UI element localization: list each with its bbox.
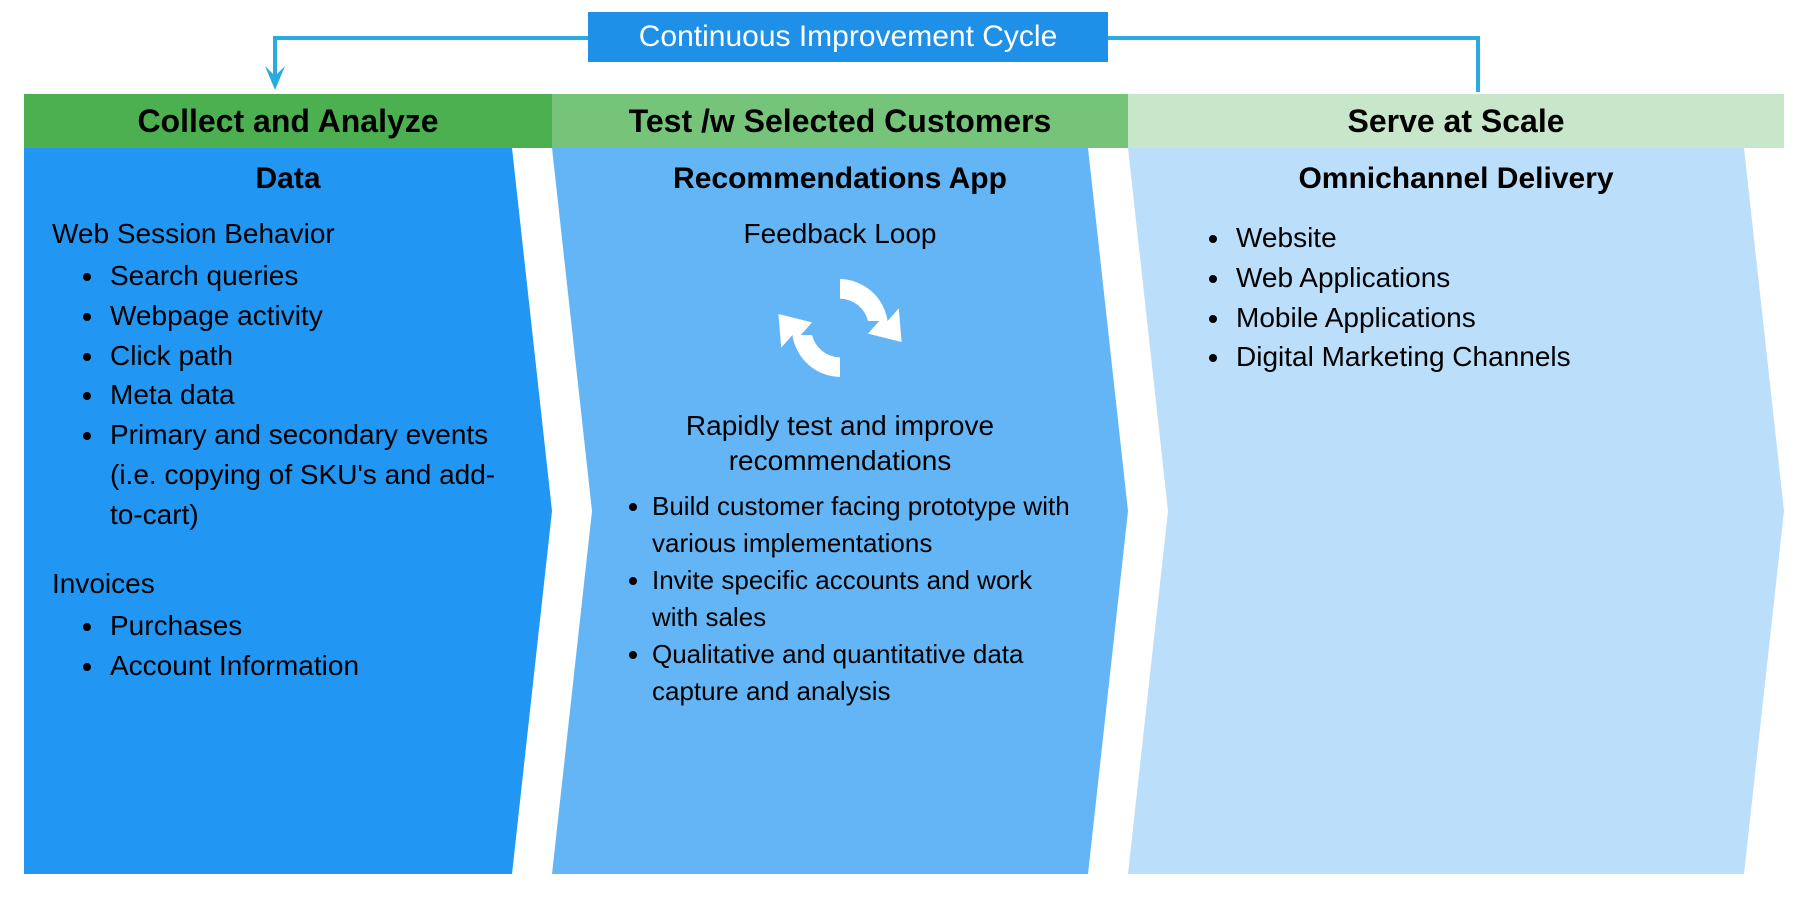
cycle-arrow-right bbox=[1108, 36, 1488, 92]
column-subtitle: Data bbox=[52, 162, 524, 196]
list-item: Mobile Applications bbox=[1232, 298, 1756, 338]
column-body: Data Web Session Behavior Search queries… bbox=[24, 148, 552, 874]
list-item: Meta data bbox=[106, 375, 524, 415]
column-collect-analyze: Collect and Analyze Data Web Session Beh… bbox=[24, 94, 552, 874]
cycle-banner: Continuous Improvement Cycle bbox=[588, 12, 1108, 62]
columns-container: Collect and Analyze Data Web Session Beh… bbox=[24, 94, 1784, 874]
cycle-banner-label: Continuous Improvement Cycle bbox=[639, 20, 1058, 54]
list-item: Account Information bbox=[106, 646, 524, 686]
column-header: Collect and Analyze bbox=[24, 94, 552, 148]
section-label: Web Session Behavior bbox=[52, 218, 524, 250]
header-text: Test /w Selected Customers bbox=[629, 103, 1052, 140]
column-subtitle: Recommendations App bbox=[580, 162, 1100, 196]
section-items: Purchases Account Information bbox=[52, 606, 524, 686]
list-item: Click path bbox=[106, 336, 524, 376]
cycle-arrow-left bbox=[265, 36, 589, 92]
list-item: Website bbox=[1232, 218, 1756, 258]
column-body: Omnichannel Delivery Website Web Applica… bbox=[1128, 148, 1784, 874]
section-label: Invoices bbox=[52, 568, 524, 600]
column-serve-scale: Serve at Scale Omnichannel Delivery Webs… bbox=[1128, 94, 1784, 874]
section-items: Build customer facing prototype with var… bbox=[580, 488, 1100, 709]
list-item: Build customer facing prototype with var… bbox=[652, 488, 1070, 562]
list-item: Digital Marketing Channels bbox=[1232, 337, 1756, 377]
list-item: Webpage activity bbox=[106, 296, 524, 336]
header-text: Serve at Scale bbox=[1347, 103, 1564, 140]
list-item: Purchases bbox=[106, 606, 524, 646]
header-text: Collect and Analyze bbox=[137, 103, 438, 140]
section-items: Search queries Webpage activity Click pa… bbox=[52, 256, 524, 534]
list-item: Qualitative and quantitative data captur… bbox=[652, 636, 1070, 710]
column-header: Serve at Scale bbox=[1128, 94, 1784, 148]
list-item: Search queries bbox=[106, 256, 524, 296]
column-header: Test /w Selected Customers bbox=[552, 94, 1128, 148]
column-body: Recommendations App Feedback Loop Rapidl… bbox=[552, 148, 1128, 874]
column-subtitle: Omnichannel Delivery bbox=[1156, 162, 1756, 196]
section-items: Website Web Applications Mobile Applicat… bbox=[1156, 218, 1756, 377]
list-item: Invite specific accounts and work with s… bbox=[652, 562, 1070, 636]
mid-text: Rapidly test and improve recommendations bbox=[580, 408, 1100, 478]
list-item: Web Applications bbox=[1232, 258, 1756, 298]
cycle-icon bbox=[770, 258, 910, 398]
feedback-label: Feedback Loop bbox=[580, 218, 1100, 250]
list-item: Primary and secondary events (i.e. copyi… bbox=[106, 415, 524, 534]
column-test-customers: Test /w Selected Customers Recommendatio… bbox=[552, 94, 1128, 874]
